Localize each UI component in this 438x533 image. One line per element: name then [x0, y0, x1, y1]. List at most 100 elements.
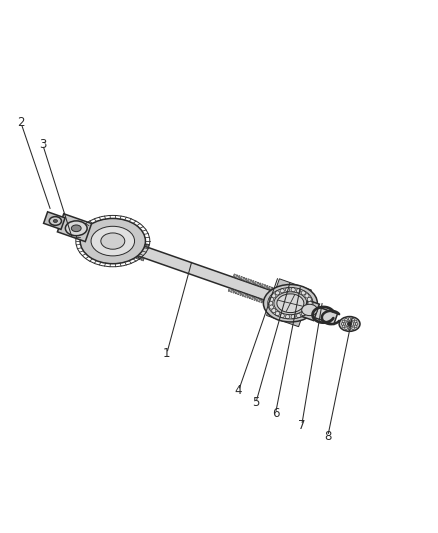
- Polygon shape: [233, 289, 235, 293]
- Polygon shape: [267, 279, 311, 327]
- Circle shape: [301, 311, 305, 316]
- Polygon shape: [270, 303, 272, 306]
- Circle shape: [348, 328, 351, 330]
- Polygon shape: [141, 242, 142, 245]
- Polygon shape: [266, 285, 268, 289]
- Polygon shape: [249, 280, 252, 284]
- Polygon shape: [287, 293, 289, 296]
- Polygon shape: [273, 288, 275, 292]
- Polygon shape: [249, 295, 251, 299]
- Ellipse shape: [71, 225, 81, 232]
- Polygon shape: [247, 279, 249, 282]
- Circle shape: [348, 318, 351, 320]
- Polygon shape: [126, 252, 127, 255]
- Polygon shape: [137, 241, 139, 244]
- Circle shape: [305, 309, 309, 313]
- Polygon shape: [122, 236, 124, 239]
- Polygon shape: [256, 297, 258, 301]
- Circle shape: [297, 289, 300, 293]
- Ellipse shape: [339, 317, 360, 332]
- Polygon shape: [277, 289, 280, 293]
- Circle shape: [307, 305, 311, 309]
- Text: 7: 7: [298, 419, 305, 432]
- Circle shape: [272, 309, 276, 313]
- Text: 6: 6: [272, 407, 279, 419]
- Polygon shape: [147, 244, 149, 247]
- Polygon shape: [268, 286, 270, 290]
- Ellipse shape: [49, 216, 61, 225]
- Circle shape: [342, 320, 345, 323]
- Circle shape: [272, 294, 276, 298]
- Polygon shape: [240, 276, 242, 280]
- Circle shape: [354, 320, 357, 323]
- Circle shape: [280, 289, 284, 293]
- Circle shape: [291, 288, 295, 292]
- Polygon shape: [136, 240, 138, 244]
- Polygon shape: [237, 291, 240, 295]
- Circle shape: [347, 322, 352, 326]
- Text: 4: 4: [235, 384, 242, 397]
- Polygon shape: [270, 287, 273, 290]
- Polygon shape: [275, 288, 277, 292]
- Ellipse shape: [302, 304, 318, 316]
- Circle shape: [286, 314, 290, 319]
- Polygon shape: [124, 236, 126, 239]
- Polygon shape: [129, 238, 131, 241]
- Polygon shape: [44, 212, 65, 229]
- Circle shape: [342, 325, 345, 328]
- Polygon shape: [282, 291, 284, 295]
- Circle shape: [355, 322, 358, 325]
- Polygon shape: [230, 289, 233, 293]
- Circle shape: [345, 327, 347, 329]
- Polygon shape: [235, 274, 238, 278]
- Polygon shape: [242, 293, 244, 296]
- Circle shape: [286, 288, 290, 292]
- Polygon shape: [238, 276, 240, 279]
- Polygon shape: [277, 305, 279, 309]
- Polygon shape: [83, 226, 338, 325]
- Polygon shape: [235, 290, 237, 294]
- Text: 2: 2: [17, 116, 25, 130]
- Circle shape: [354, 325, 357, 328]
- Circle shape: [269, 297, 274, 302]
- Polygon shape: [121, 250, 123, 253]
- Polygon shape: [134, 240, 136, 243]
- Polygon shape: [265, 301, 268, 305]
- Text: 8: 8: [324, 430, 332, 443]
- Polygon shape: [145, 244, 148, 247]
- Polygon shape: [233, 274, 235, 278]
- Polygon shape: [136, 255, 138, 259]
- Polygon shape: [251, 296, 254, 300]
- Ellipse shape: [91, 227, 134, 256]
- Polygon shape: [126, 237, 127, 240]
- Polygon shape: [132, 239, 134, 242]
- Polygon shape: [129, 253, 131, 256]
- Polygon shape: [261, 300, 263, 303]
- Polygon shape: [261, 284, 263, 287]
- Polygon shape: [302, 300, 319, 320]
- Polygon shape: [123, 251, 124, 254]
- Polygon shape: [124, 252, 126, 255]
- Polygon shape: [256, 282, 259, 286]
- Circle shape: [297, 313, 300, 318]
- Ellipse shape: [101, 233, 125, 249]
- Circle shape: [301, 291, 305, 295]
- Circle shape: [305, 294, 309, 298]
- Polygon shape: [142, 258, 145, 261]
- Circle shape: [268, 301, 273, 305]
- Polygon shape: [272, 303, 275, 307]
- Ellipse shape: [346, 321, 354, 327]
- Ellipse shape: [263, 285, 318, 322]
- Polygon shape: [244, 294, 247, 297]
- Polygon shape: [263, 300, 265, 304]
- Polygon shape: [240, 292, 242, 296]
- Polygon shape: [242, 277, 245, 281]
- Polygon shape: [228, 288, 230, 292]
- Polygon shape: [141, 257, 143, 261]
- Polygon shape: [279, 306, 282, 310]
- Circle shape: [269, 305, 274, 309]
- Polygon shape: [116, 248, 118, 252]
- Polygon shape: [119, 235, 121, 238]
- Polygon shape: [139, 241, 141, 245]
- Ellipse shape: [80, 219, 145, 264]
